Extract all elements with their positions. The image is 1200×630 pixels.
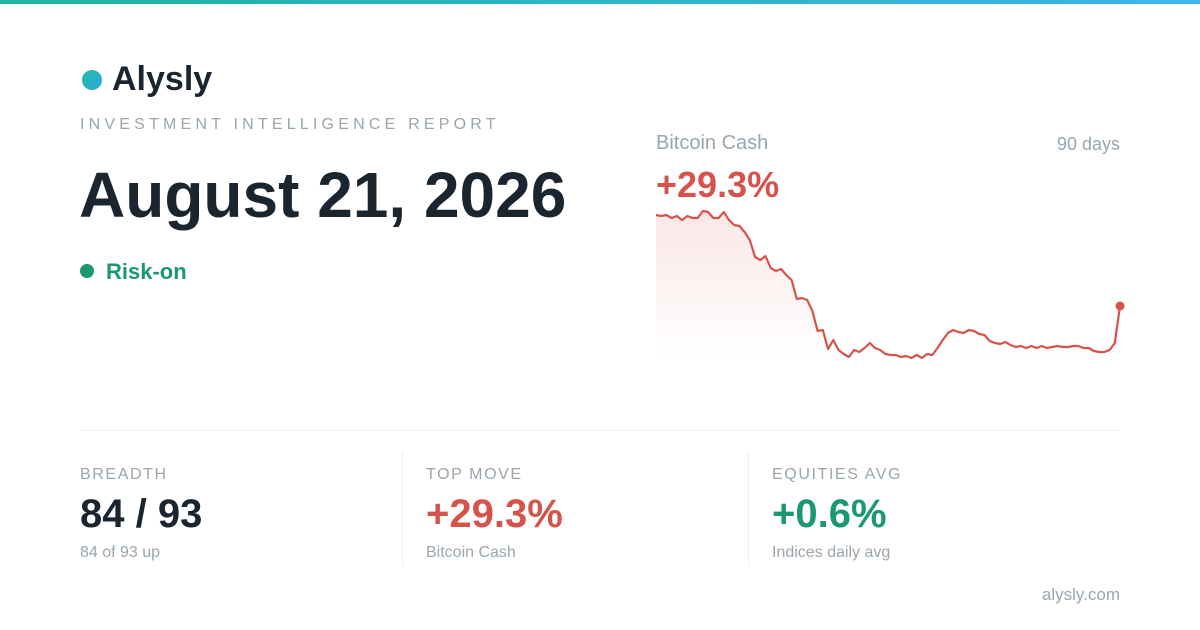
chart-title: Bitcoin Cash — [656, 132, 769, 154]
subtitle: INVESTMENT INTELLIGENCE REPORT — [80, 116, 500, 133]
chart-change: +29.3% — [656, 164, 780, 205]
stat-label: TOP MOVE — [426, 466, 523, 483]
stat-note: Indices daily avg — [772, 544, 891, 561]
stat-value: 84 / 93 — [80, 492, 203, 536]
stat-note: Bitcoin Cash — [426, 544, 516, 561]
stat-label: EQUITIES AVG — [772, 466, 903, 483]
top-bar — [0, 0, 1200, 4]
end-dot — [1115, 301, 1125, 311]
regime-dot — [80, 264, 94, 278]
separator — [748, 452, 749, 566]
stat-label: BREADTH — [80, 466, 168, 483]
stat-note: 84 of 93 up — [80, 544, 161, 561]
report-date: August 21, 2026 — [79, 159, 567, 231]
divider — [80, 430, 1120, 431]
line — [655, 209, 1122, 360]
stat-value: +29.3% — [426, 492, 563, 536]
regime: Risk-on — [106, 259, 187, 284]
chart-period: 90 days — [1056, 134, 1120, 154]
footer: alysly.com — [1041, 585, 1120, 604]
area — [656, 211, 1120, 360]
stat-value: +0.6% — [772, 492, 887, 536]
logo — [82, 70, 102, 90]
brand: Alysly — [112, 60, 213, 98]
separator — [402, 452, 403, 566]
